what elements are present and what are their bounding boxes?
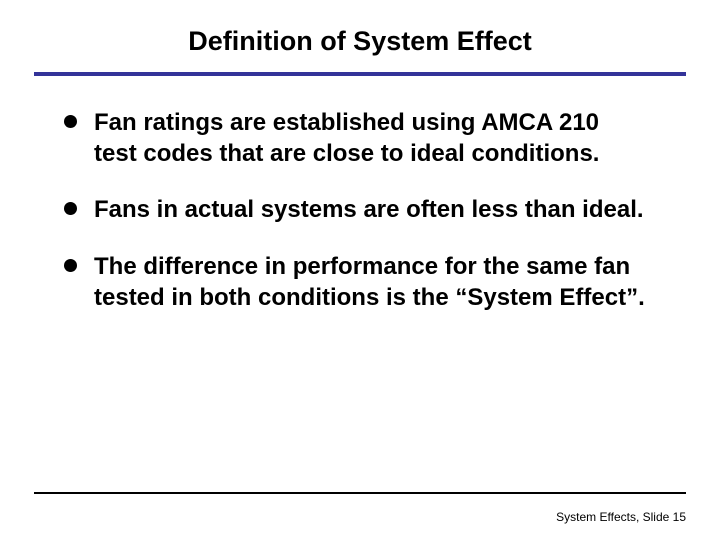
bullet-dot-icon	[64, 202, 77, 215]
slide-title: Definition of System Effect	[0, 26, 720, 57]
bullet-text: Fans in actual systems are often less th…	[94, 196, 644, 223]
bottom-rule	[34, 492, 686, 494]
title-underline	[34, 72, 686, 76]
bullet-text: Fan ratings are established using AMCA 2…	[94, 109, 599, 167]
bullet-dot-icon	[64, 115, 77, 128]
list-item: The difference in performance for the sa…	[60, 252, 648, 313]
slide: Definition of System Effect Fan ratings …	[0, 0, 720, 540]
slide-body: Fan ratings are established using AMCA 2…	[60, 108, 648, 340]
footer-text: System Effects, Slide 15	[556, 510, 686, 524]
list-item: Fans in actual systems are often less th…	[60, 195, 648, 226]
bullet-text: The difference in performance for the sa…	[94, 253, 645, 311]
bullet-list: Fan ratings are established using AMCA 2…	[60, 108, 648, 314]
bullet-dot-icon	[64, 259, 77, 272]
list-item: Fan ratings are established using AMCA 2…	[60, 108, 648, 169]
